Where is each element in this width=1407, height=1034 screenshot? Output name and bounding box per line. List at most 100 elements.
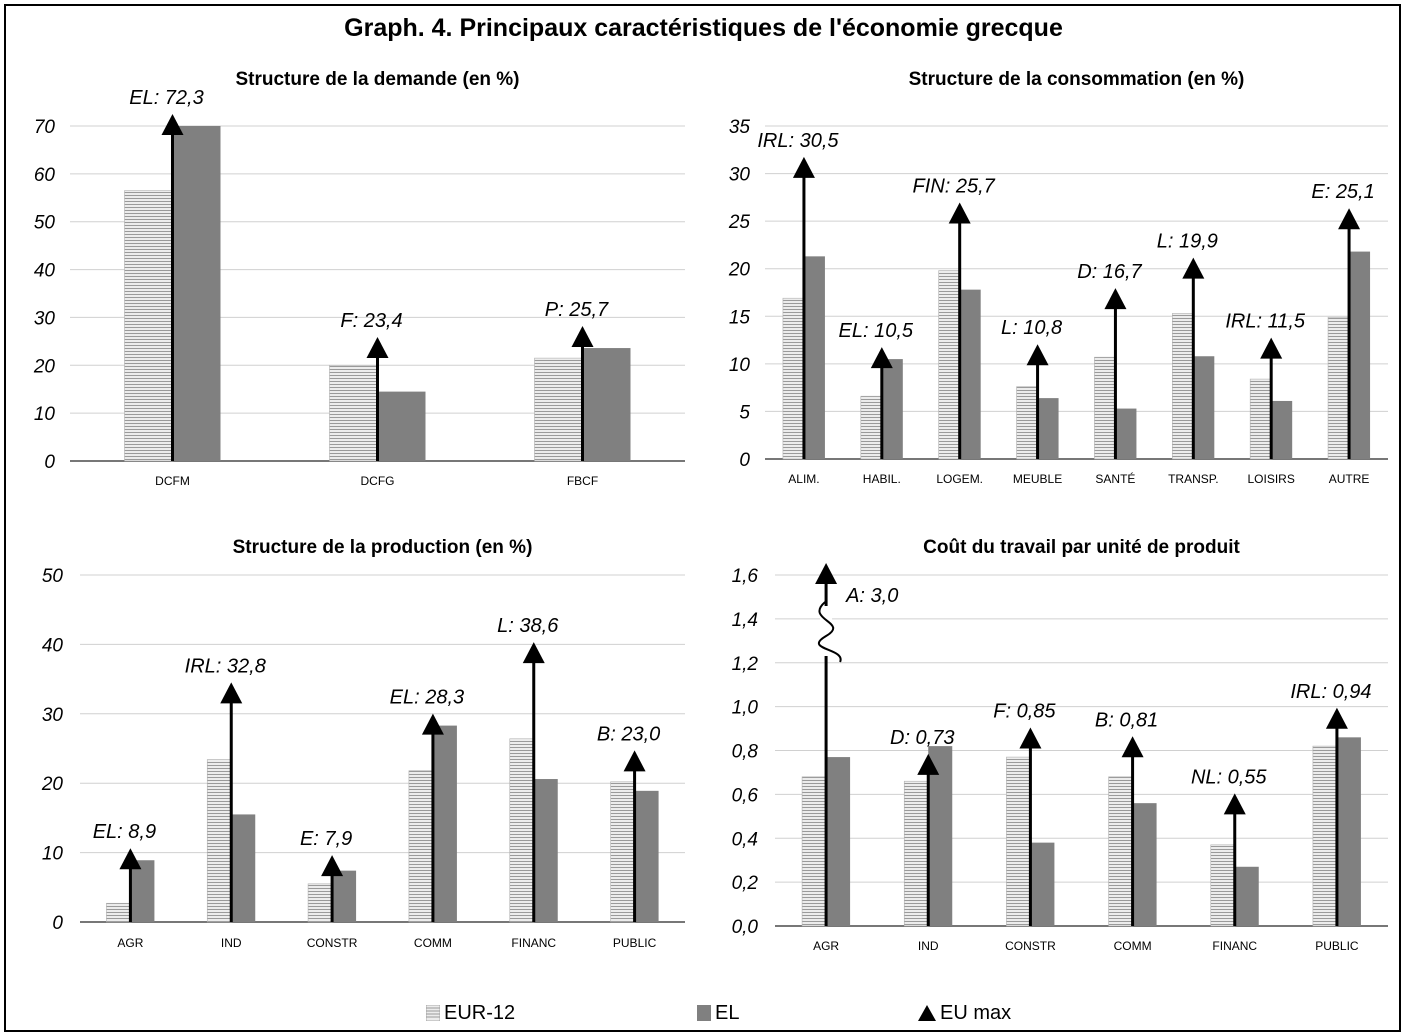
x-tick-label-transp: TRANSP. — [1168, 472, 1218, 486]
eumax-marker-autre — [1338, 208, 1361, 230]
legend-swatch-eur12 — [426, 1005, 440, 1021]
chart-title: Structure de la demande (en %) — [235, 69, 519, 90]
x-tick-label-constr: CONSTR — [307, 936, 358, 950]
eumax-marker-public — [1325, 707, 1348, 729]
bar-el-sante — [1115, 408, 1137, 459]
eumax-marker-financ — [1223, 793, 1246, 815]
eumax-marker-fbcf — [571, 326, 594, 348]
y-tick-label: 15 — [729, 307, 751, 328]
y-tick-label: 1,6 — [732, 566, 759, 587]
axis-break-squiggle — [817, 601, 842, 663]
y-tick-label: 0 — [44, 452, 55, 473]
eumax-label-agr: EL: 8,9 — [93, 821, 156, 843]
chart-title: Coût du travail par unité de produit — [923, 537, 1240, 558]
bar-el-constr — [332, 870, 357, 922]
eumax-marker-sante — [1104, 288, 1127, 310]
y-tick-label: 70 — [34, 117, 56, 138]
eumax-label-public: IRL: 0,94 — [1290, 681, 1371, 703]
eumax-label-dcfm: EL: 72,3 — [129, 87, 204, 109]
y-tick-label: 20 — [41, 774, 64, 795]
x-tick-label-logem: LOGEM. — [936, 472, 983, 486]
y-tick-label: 1,0 — [732, 698, 759, 719]
eumax-marker-ind — [917, 753, 940, 775]
y-tick-label: 50 — [42, 566, 64, 587]
y-tick-label: 30 — [34, 308, 56, 329]
x-tick-label-dcfm: DCFM — [155, 474, 190, 488]
y-tick-label: 5 — [739, 402, 750, 423]
x-tick-label-ind: IND — [221, 936, 242, 950]
legend-label-eur12: EUR-12 — [444, 1001, 516, 1024]
eumax-marker-public — [623, 750, 646, 772]
eumax-label-fbcf: P: 25,7 — [545, 299, 609, 321]
eumax-marker-loisirs — [1260, 337, 1283, 359]
legend-swatch-el — [697, 1005, 711, 1021]
bar-el-logem — [959, 289, 981, 459]
y-tick-label: 0 — [739, 450, 750, 471]
eumax-label-comm: EL: 28,3 — [390, 687, 465, 709]
bar-el-loisirs — [1271, 400, 1293, 459]
x-tick-label-agr: AGR — [117, 936, 143, 950]
eumax-marker-habil — [870, 347, 893, 369]
bar-el-dcfm — [172, 126, 221, 461]
bar-el-public — [1336, 737, 1361, 926]
bar-el-public — [634, 790, 659, 922]
x-tick-label-financ: FINANC — [511, 936, 556, 950]
x-tick-label-habil: HABIL. — [863, 472, 901, 486]
eumax-marker-financ — [522, 642, 545, 664]
eumax-label-transp: L: 19,9 — [1157, 231, 1218, 253]
x-tick-label-loisirs: LOISIRS — [1248, 472, 1295, 486]
bar-el-ind — [928, 746, 953, 926]
bar-eur12-fbcf — [534, 357, 583, 462]
bar-el-comm — [1132, 803, 1157, 926]
bar-el-transp — [1193, 356, 1215, 459]
eumax-label-sante: D: 16,7 — [1077, 261, 1142, 283]
eumax-label-habil: EL: 10,5 — [839, 320, 914, 342]
bar-el-dcfg — [377, 391, 426, 461]
y-tick-label: 35 — [729, 117, 751, 138]
eumax-marker-agr — [119, 848, 142, 870]
eumax-marker-transp — [1182, 257, 1205, 279]
y-tick-label: 60 — [34, 165, 56, 186]
eumax-marker-agr — [815, 563, 838, 584]
eumax-marker-dcfg — [366, 337, 389, 359]
eumax-marker-constr — [1019, 727, 1042, 749]
x-tick-label-ind: IND — [918, 939, 939, 953]
bar-eur12-dcfm — [124, 190, 173, 462]
bar-eur12-ind — [206, 759, 232, 923]
y-tick-label: 20 — [728, 260, 751, 281]
bar-el-habil — [881, 359, 903, 459]
x-tick-label-comm: COMM — [414, 936, 452, 950]
y-tick-label: 0,2 — [732, 873, 759, 894]
eumax-marker-ind — [220, 682, 243, 704]
bar-el-constr — [1030, 842, 1055, 926]
eumax-marker-constr — [321, 855, 344, 877]
y-tick-label: 10 — [34, 404, 56, 425]
eumax-label-meuble: L: 10,8 — [1001, 317, 1062, 339]
bar-eur12-financ — [509, 738, 535, 923]
y-tick-label: 10 — [42, 844, 64, 865]
bar-eur12-constr — [307, 883, 333, 923]
chart-title: Structure de la consommation (en %) — [909, 69, 1245, 90]
eumax-label-logem: FIN: 25,7 — [913, 175, 996, 197]
bar-el-meuble — [1037, 398, 1059, 459]
eumax-label-loisirs: IRL: 11,5 — [1225, 311, 1306, 333]
y-tick-label: 25 — [728, 212, 751, 233]
bar-eur12-dcfg — [329, 364, 378, 462]
chart-title: Structure de la production (en %) — [233, 537, 533, 558]
bar-el-fbcf — [582, 348, 631, 461]
y-tick-label: 0,0 — [732, 917, 759, 938]
x-tick-label-meuble: MEUBLE — [1013, 472, 1062, 486]
eumax-marker-alim — [792, 156, 815, 178]
bar-eur12-constr — [1006, 756, 1031, 927]
eumax-marker-dcfm — [161, 114, 184, 135]
y-tick-label: 50 — [34, 213, 56, 234]
y-tick-label: 30 — [729, 165, 751, 186]
bar-eur12-agr — [801, 776, 827, 927]
x-tick-label-agr: AGR — [813, 939, 839, 953]
x-tick-label-public: PUBLIC — [613, 936, 657, 950]
legend-label-el: EL — [715, 1001, 740, 1024]
y-tick-label: 30 — [42, 705, 64, 726]
